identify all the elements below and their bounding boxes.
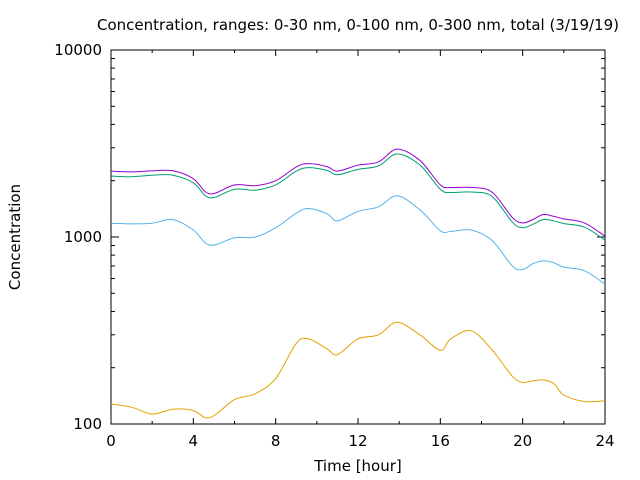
x-axis-label: Time [hour]: [313, 457, 402, 475]
x-tick-label: 4: [189, 432, 199, 450]
x-tick-label: 20: [513, 432, 532, 450]
y-tick-label: 10000: [54, 41, 102, 59]
series-group: [110, 148, 606, 419]
y-tick-label: 100: [73, 415, 102, 433]
tick-marks: [110, 49, 606, 425]
y-tick-label: 1000: [64, 228, 102, 246]
x-tick-label: 0: [106, 432, 116, 450]
series-line-2: [110, 195, 606, 285]
y-axis-label: Concentration: [6, 184, 24, 290]
series-line-3: [110, 153, 606, 241]
x-tick-label: 24: [595, 432, 614, 450]
chart-title: Concentration, ranges: 0-30 nm, 0-100 nm…: [97, 16, 619, 34]
series-line-1: [110, 321, 606, 419]
x-tick-label: 16: [431, 432, 450, 450]
series-line-4: [110, 148, 606, 237]
x-tick-label: 8: [271, 432, 281, 450]
tick-labels: 0 4 8 12 16 20 24 100 1000 10000: [54, 41, 614, 450]
x-tick-label: 12: [348, 432, 367, 450]
plot-frame: [110, 49, 606, 425]
